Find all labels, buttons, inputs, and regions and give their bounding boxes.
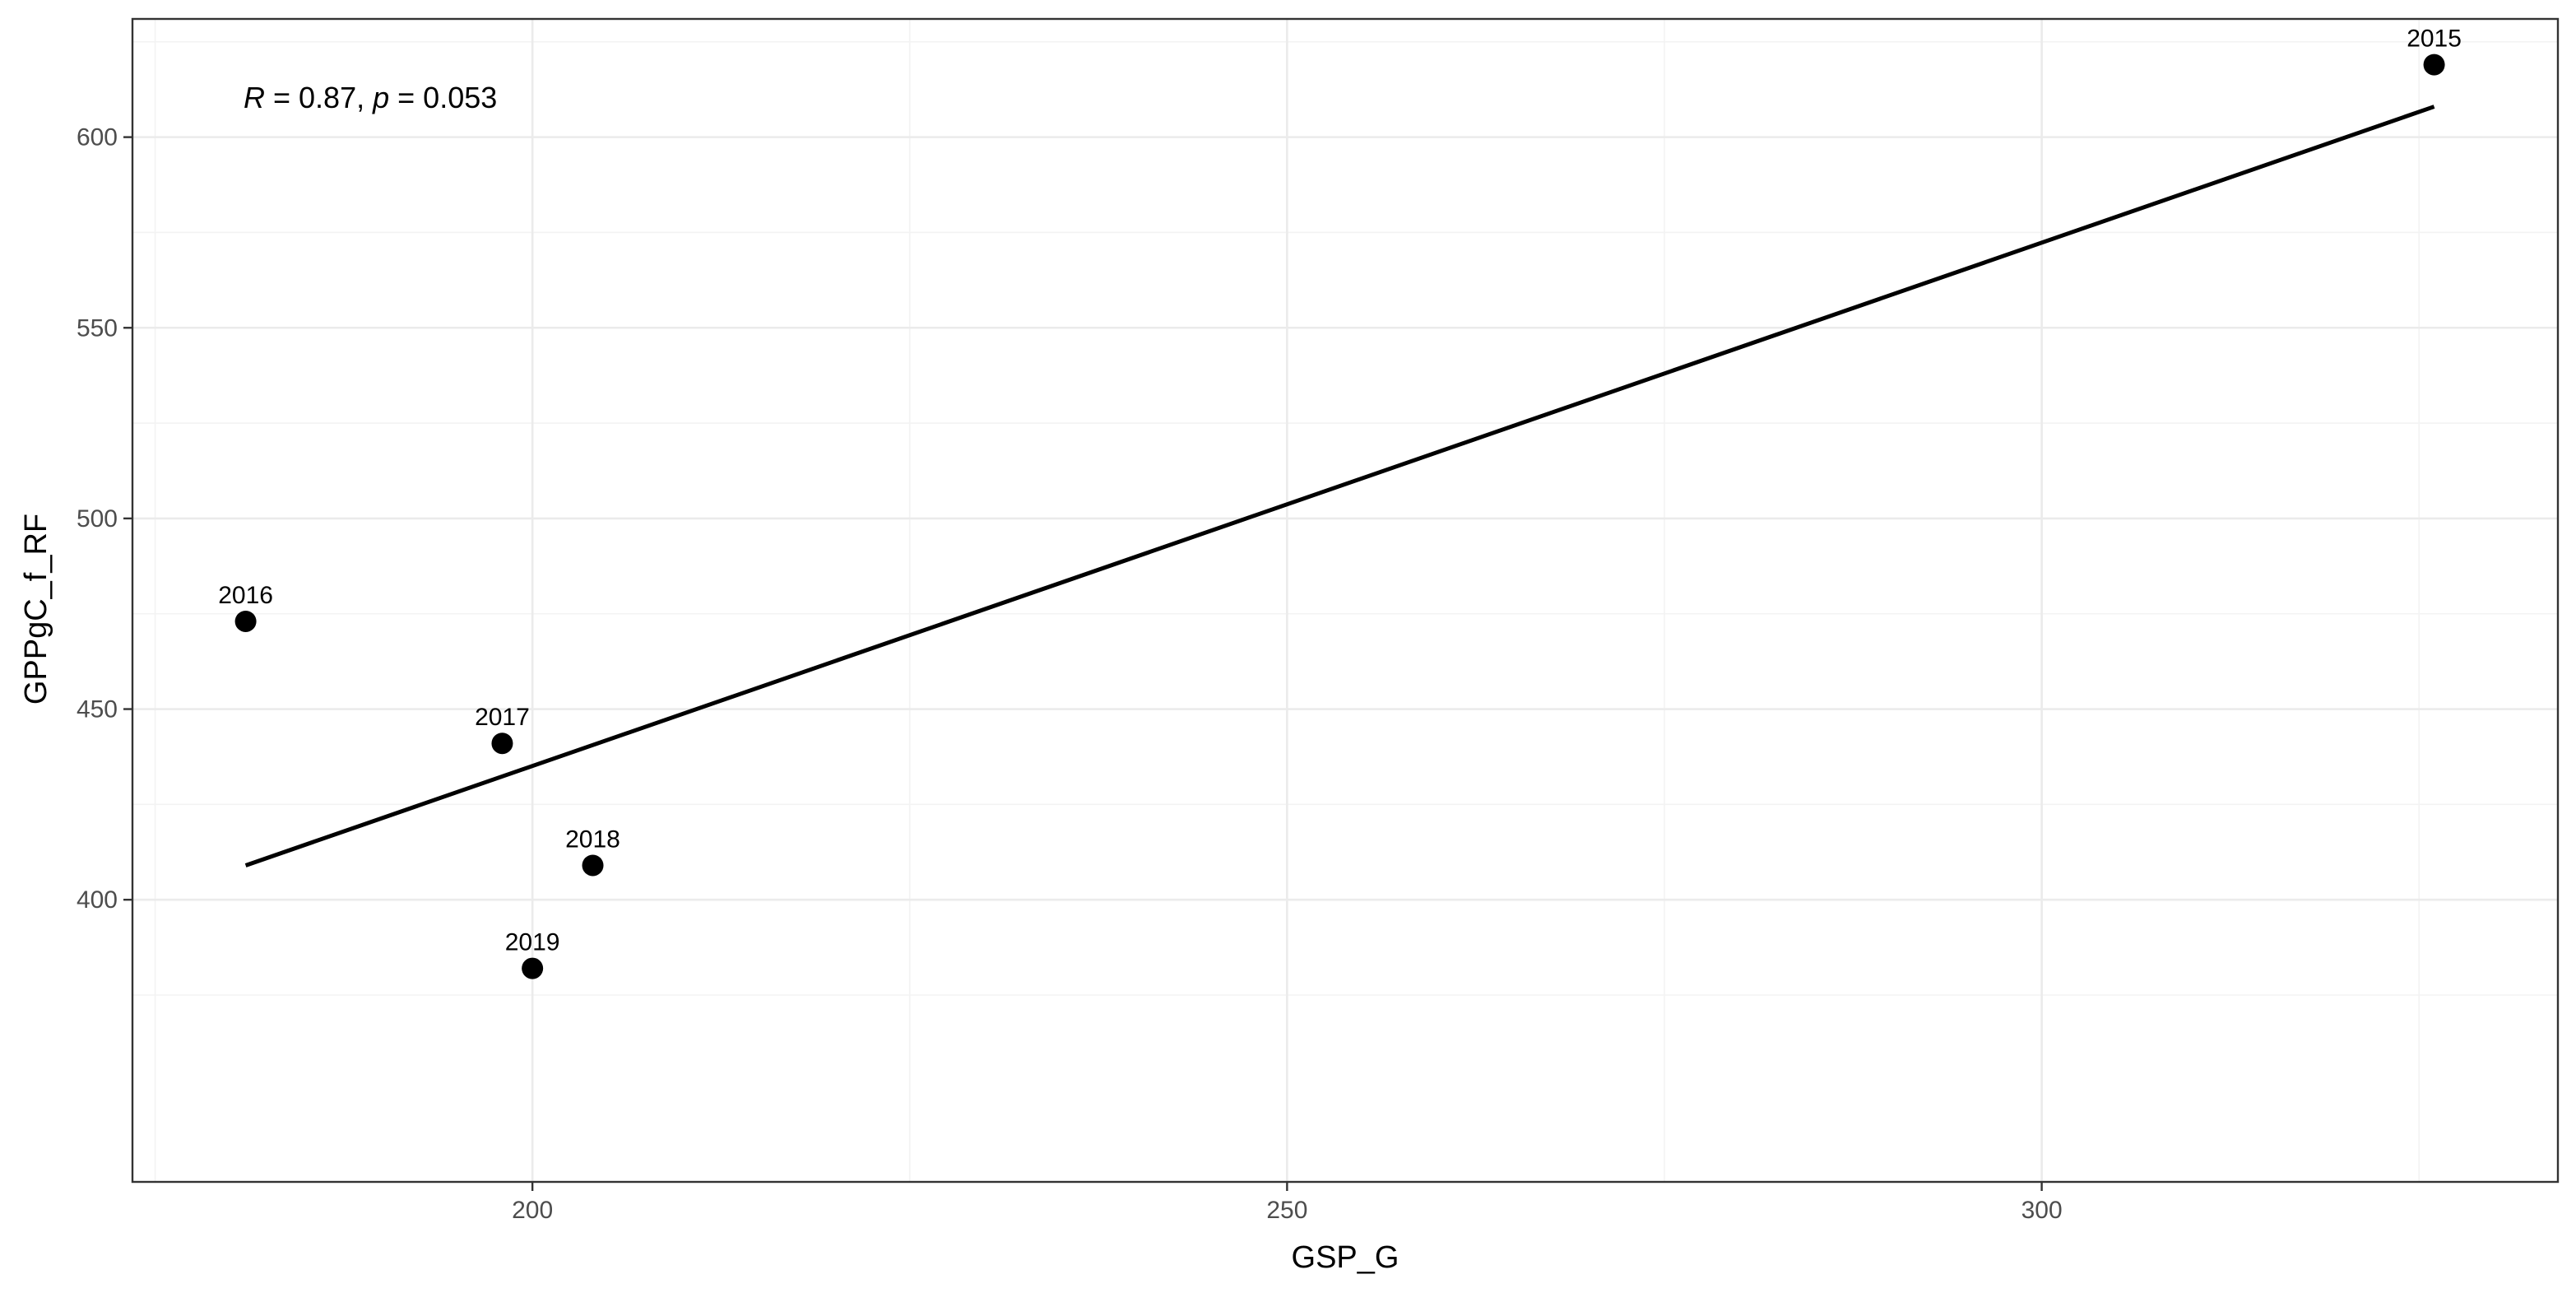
- y-tick-label: 550: [77, 314, 118, 342]
- data-point-2017: [491, 733, 513, 755]
- p-value: = 0.053: [389, 81, 497, 114]
- correlation-annotation: R = 0.87, p = 0.053: [244, 81, 497, 114]
- data-point-2019: [522, 957, 544, 979]
- data-points: [234, 53, 2445, 979]
- point-label-2018: 2018: [565, 826, 620, 853]
- y-axis-title: GPPgC_f_RF: [19, 514, 53, 705]
- x-axis-ticks: 200 250 300: [512, 1182, 2063, 1224]
- data-point-2015: [2423, 53, 2445, 76]
- y-axis-ticks: 400 450 500 550 600: [77, 124, 132, 914]
- x-axis-title: GSP_G: [1292, 1240, 1399, 1275]
- point-label-2019: 2019: [505, 929, 560, 956]
- panel-border: [131, 17, 2560, 1184]
- x-tick-label: 250: [1266, 1197, 1307, 1224]
- regression-line: [244, 105, 2435, 867]
- minor-gridlines: [132, 19, 2558, 1182]
- data-point-2018: [582, 854, 604, 877]
- data-point-2016: [234, 610, 257, 632]
- y-tick-label: 450: [77, 696, 118, 723]
- major-gridlines: [132, 19, 2558, 1182]
- x-tick-label: 300: [2021, 1197, 2063, 1224]
- y-tick-label: 500: [77, 505, 118, 533]
- point-labels: 2015 2016 2017 2018 2019: [218, 26, 2462, 956]
- x-tick-label: 200: [512, 1197, 553, 1224]
- point-label-2017: 2017: [475, 704, 530, 731]
- r-value: = 0.87,: [265, 81, 373, 114]
- point-label-2015: 2015: [2407, 26, 2462, 53]
- point-label-2016: 2016: [218, 582, 273, 609]
- p-symbol: p: [372, 81, 389, 114]
- y-tick-label: 600: [77, 124, 118, 151]
- r-symbol: R: [244, 81, 265, 114]
- y-tick-label: 400: [77, 886, 118, 914]
